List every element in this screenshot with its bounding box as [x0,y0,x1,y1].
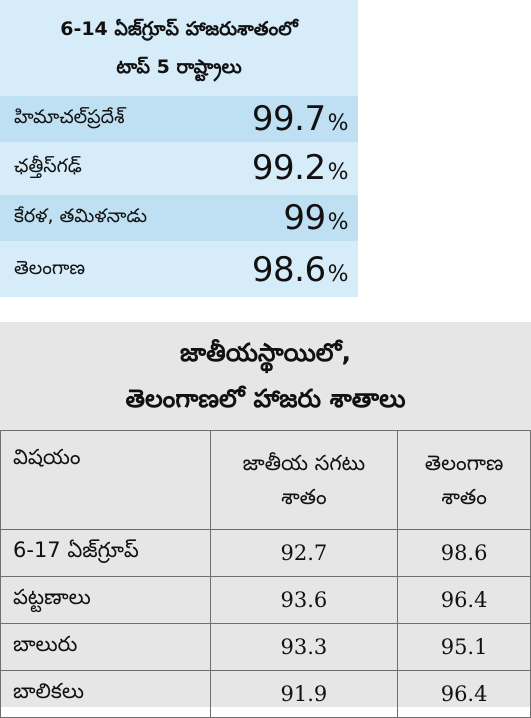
national-value: 93.3 [209,623,399,671]
percentage-value: 99 [283,198,326,238]
row-label: 6-17 ఏజ్‌గ్రూప్ [0,529,211,577]
header-national-line1: జాతీయ సగటు [242,451,366,475]
state-name: హిమాచల్‌ప్రదేశ్ [14,105,125,128]
table-row: పట్టణాలు 93.6 96.4 [0,576,531,624]
header-national-average: జాతీయ సగటు శాతం [209,430,399,530]
percentage-value: 98.6 [251,250,326,290]
header-telangana: తెలంగాణ శాతం [397,430,531,530]
percent-sign: % [327,262,349,287]
attendance-comparison-table: జాతీయస్థాయిలో, తెలంగాణలో హాజరు శాతాలు వి… [0,322,531,718]
state-percentage: 99.2% [251,148,349,188]
top-states-table: 6-14 ఏజ్‌గ్రూప్ హాజరుశాతంలో టాప్ 5 రాష్ట… [0,0,358,297]
table-row: తెలంగాణ 98.6% [0,247,358,293]
top-table-title: 6-14 ఏజ్‌గ్రూప్ హాజరుశాతంలో టాప్ 5 రాష్ట… [0,0,358,96]
row-label: బాలురు [0,623,211,671]
top-table-title-line1: 6-14 ఏజ్‌గ్రూప్ హాజరుశాతంలో [60,18,298,40]
table-row: 6-17 ఏజ్‌గ్రూప్ 92.7 98.6 [0,529,531,577]
state-name: ఛత్తీస్‌గఢ్ [14,154,82,177]
header-national-line2: శాతం [281,485,327,509]
percent-sign: % [327,210,349,235]
telangana-value: 95.1 [397,623,531,671]
table-header-row: విషయం జాతీయ సగటు శాతం తెలంగాణ శాతం [0,430,531,530]
telangana-value: 96.4 [397,670,531,718]
national-value: 93.6 [209,576,399,624]
percent-sign: % [327,111,349,136]
state-percentage: 98.6% [251,250,349,290]
state-name: తెలంగాణ [14,256,86,279]
state-name: కేరళ, తమిళనాడు [14,204,148,227]
table-row: బాలికలు 91.9 96.4 [0,670,531,718]
table-row: హిమాచల్‌ప్రదేశ్ 99.7% [0,96,358,142]
row-label: బాలికలు [0,670,211,718]
national-value: 92.7 [209,529,399,577]
percentage-value: 99.7 [251,99,326,139]
header-subject: విషయం [0,430,211,530]
row-label: పట్టణాలు [0,576,211,624]
table-row: బాలురు 93.3 95.1 [0,623,531,671]
top-table-title-line2: టాప్ 5 రాష్ట్రాలు [116,56,242,78]
bottom-table-title-line2: తెలంగాణలో హాజరు శాతాలు [125,384,406,413]
state-percentage: 99% [283,198,348,238]
national-value: 91.9 [209,670,399,718]
telangana-value: 96.4 [397,576,531,624]
table-row: ఛత్తీస్‌గఢ్ 99.2% [0,145,358,191]
header-telangana-line1: తెలంగాణ [424,451,504,475]
telangana-value: 98.6 [397,529,531,577]
table-row: కేరళ, తమిళనాడు 99% [0,195,358,241]
header-telangana-line2: శాతం [441,485,487,509]
bottom-table-title-line1: జాతీయస్థాయిలో, [180,338,351,367]
bottom-table-title: జాతీయస్థాయిలో, తెలంగాణలో హాజరు శాతాలు [0,322,531,430]
comparison-grid: విషయం జాతీయ సగటు శాతం తెలంగాణ శాతం 6-17 … [0,430,531,718]
percent-sign: % [327,160,349,185]
percentage-value: 99.2 [251,148,326,188]
state-percentage: 99.7% [251,99,349,139]
